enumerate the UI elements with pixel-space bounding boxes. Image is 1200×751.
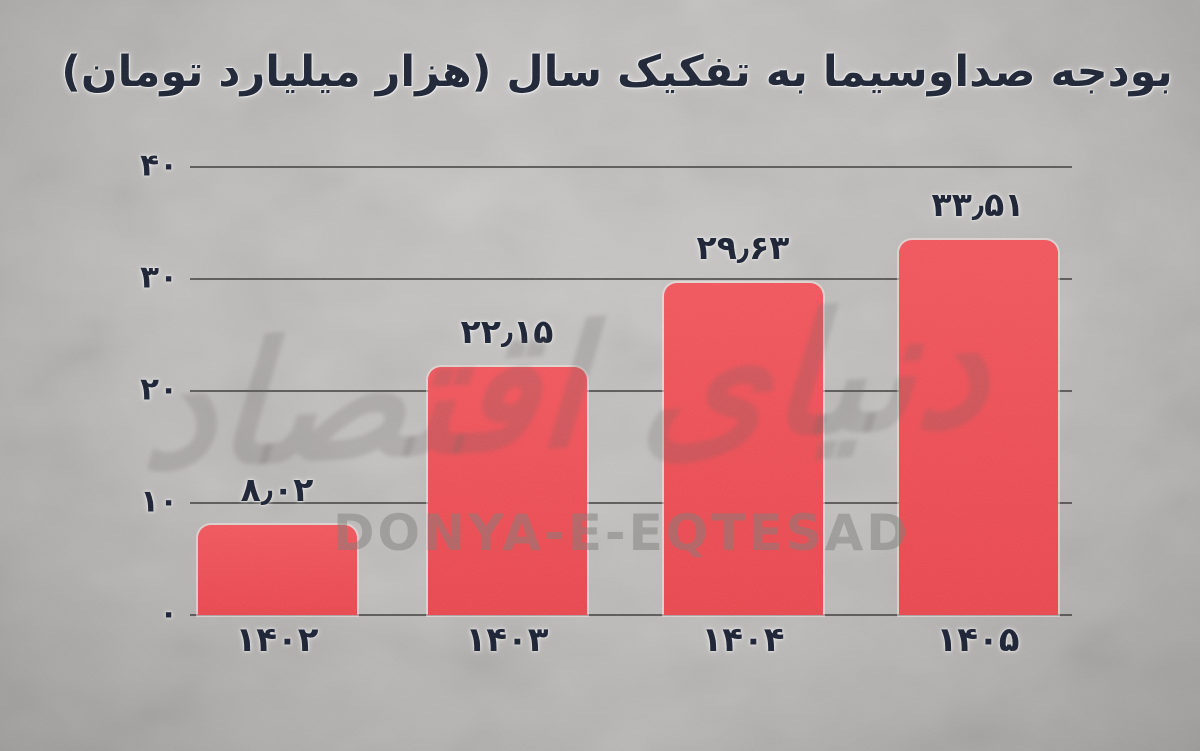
y-axis-tick-label: ۴۰ [140,147,178,184]
bar-2 [427,366,587,615]
x-category-label: ۱۴۰۲ [235,620,319,660]
bar-value-label: ۲۹٫۶۳ [696,228,790,268]
x-category-label: ۱۴۰۳ [465,620,549,660]
bar-1 [197,525,357,615]
x-category-label: ۱۴۰۴ [701,620,785,660]
bar-value-label: ۳۳٫۵۱ [931,184,1025,224]
bar-value-label: ۲۲٫۱۵ [460,311,554,351]
chart-title: بودجه صداوسیما به تفکیک سال (هزار میلیار… [61,47,1173,97]
y-axis-tick-label: ۲۰ [140,371,178,408]
gridline-40 [190,166,1072,168]
y-axis-tick-label: ۰ [159,595,178,632]
y-axis-tick-label: ۳۰ [140,259,178,296]
bar-4 [898,239,1058,615]
y-axis-tick-label: ۱۰ [140,483,178,520]
bar-3 [663,283,823,615]
bar-value-label: ۸٫۰۲ [240,470,314,510]
x-category-label: ۱۴۰۵ [936,620,1020,660]
